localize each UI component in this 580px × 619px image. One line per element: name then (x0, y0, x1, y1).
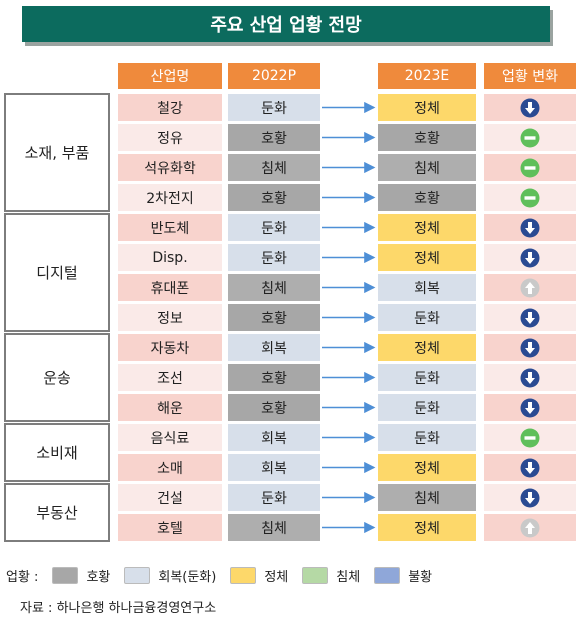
up-arrow-icon (520, 278, 540, 297)
status-2022-cell: 둔화 (228, 94, 320, 121)
no-change-icon (520, 128, 540, 147)
legend: 업황 : 호황 회복(둔화) 정체 침체 불황 (6, 562, 432, 588)
down-arrow-icon (520, 248, 540, 267)
status-2022-cell: 회복 (228, 424, 320, 451)
status-2022-cell: 회복 (228, 454, 320, 481)
down-arrow-icon (520, 488, 540, 507)
status-2023-cell: 호황 (378, 184, 476, 211)
industry-cell: 건설 (118, 484, 222, 511)
legend-label: 침체 (336, 569, 361, 585)
status-2022-cell: 둔화 (228, 214, 320, 241)
industry-cell: 해운 (118, 394, 222, 421)
industry-cell: 소매 (118, 454, 222, 481)
status-2023-cell: 회복 (378, 274, 476, 301)
legend-title: 업황 : (6, 569, 39, 585)
industry-cell: 호텔 (118, 514, 222, 541)
status-2022-cell: 호황 (228, 124, 320, 151)
chart-title: 주요 산업 업황 전망 (22, 6, 550, 42)
no-change-icon (520, 158, 540, 177)
status-2023-cell: 둔화 (378, 424, 476, 451)
down-arrow-icon (520, 218, 540, 237)
status-2022-cell: 침체 (228, 514, 320, 541)
status-2023-cell: 정체 (378, 94, 476, 121)
down-arrow-icon (520, 458, 540, 477)
status-2022-cell: 회복 (228, 334, 320, 361)
group-label: 소재, 부품 (4, 93, 110, 212)
industry-cell: 반도체 (118, 214, 222, 241)
down-arrow-icon (520, 398, 540, 417)
industry-cell: 조선 (118, 364, 222, 391)
no-change-icon (520, 428, 540, 447)
group-label: 운송 (4, 333, 110, 422)
legend-swatch (374, 566, 401, 584)
status-2023-cell: 둔화 (378, 364, 476, 391)
header-change: 업황 변화 (484, 63, 576, 89)
up-arrow-icon (520, 518, 540, 537)
legend-swatch (124, 566, 151, 584)
status-2022-cell: 호황 (228, 184, 320, 211)
industry-cell: 철강 (118, 94, 222, 121)
status-2022-cell: 호황 (228, 394, 320, 421)
status-2022-cell: 둔화 (228, 484, 320, 511)
status-2023-cell: 정체 (378, 454, 476, 481)
header-2023: 2023E (378, 63, 476, 89)
legend-swatch (52, 566, 79, 584)
status-2022-cell: 호황 (228, 364, 320, 391)
legend-swatch (302, 566, 329, 584)
industry-cell: 석유화학 (118, 154, 222, 181)
header-industry: 산업명 (118, 63, 222, 89)
source-note: 자료 : 하나은행 하나금융경영연구소 (20, 601, 217, 616)
industry-cell: 정유 (118, 124, 222, 151)
status-2023-cell: 정체 (378, 244, 476, 271)
industry-cell: 휴대폰 (118, 274, 222, 301)
group-label: 부동산 (4, 483, 110, 542)
down-arrow-icon (520, 368, 540, 387)
status-2023-cell: 침체 (378, 484, 476, 511)
status-2023-cell: 둔화 (378, 304, 476, 331)
status-2023-cell: 정체 (378, 214, 476, 241)
industry-cell: 정보 (118, 304, 222, 331)
down-arrow-icon (520, 308, 540, 327)
status-2022-cell: 호황 (228, 304, 320, 331)
status-2023-cell: 호황 (378, 124, 476, 151)
group-label: 디지털 (4, 213, 110, 332)
legend-label: 회복(둔화) (158, 569, 217, 585)
industry-cell: 2차전지 (118, 184, 222, 211)
industry-cell: Disp. (118, 244, 222, 271)
industry-cell: 자동차 (118, 334, 222, 361)
status-2022-cell: 둔화 (228, 244, 320, 271)
status-2023-cell: 둔화 (378, 394, 476, 421)
status-2023-cell: 정체 (378, 334, 476, 361)
legend-label: 불황 (408, 569, 433, 585)
status-2023-cell: 정체 (378, 514, 476, 541)
industry-cell: 음식료 (118, 424, 222, 451)
status-2023-cell: 침체 (378, 154, 476, 181)
legend-swatch (230, 566, 257, 584)
legend-label: 정체 (264, 569, 289, 585)
group-label: 소비재 (4, 423, 110, 482)
down-arrow-icon (520, 338, 540, 357)
status-2022-cell: 침체 (228, 274, 320, 301)
header-2022: 2022P (228, 63, 320, 89)
down-arrow-icon (520, 98, 540, 117)
no-change-icon (520, 188, 540, 207)
status-2022-cell: 침체 (228, 154, 320, 181)
legend-label: 호황 (86, 569, 111, 585)
